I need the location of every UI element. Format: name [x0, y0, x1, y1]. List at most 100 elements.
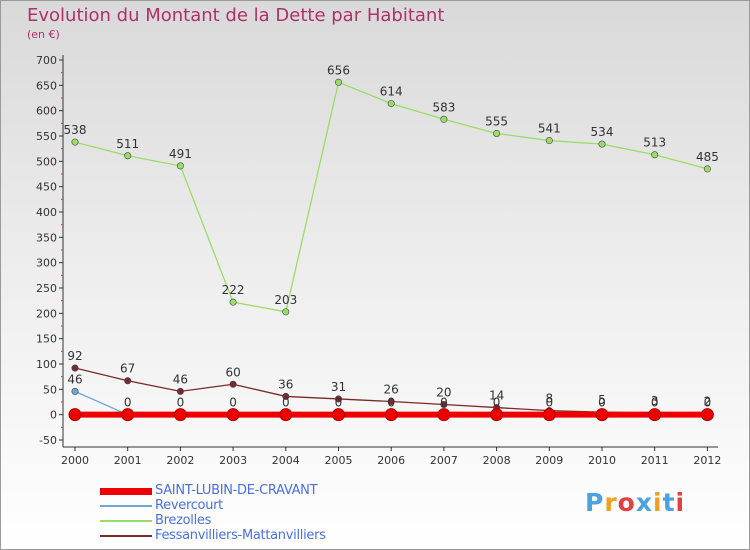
series-point-0 [226, 408, 240, 422]
legend-label: SAINT-LUBIN-DE-CRAVANT [155, 483, 318, 498]
y-tick-label: 100 [36, 358, 57, 371]
data-label-3: 92 [67, 349, 82, 363]
series-point-3 [387, 397, 395, 405]
x-tick-label: 2002 [166, 454, 194, 467]
x-tick-label: 2010 [588, 454, 616, 467]
data-label-2: 513 [643, 136, 666, 150]
series-point-3 [229, 380, 237, 388]
data-label-1: 46 [67, 372, 82, 386]
data-label-2: 583 [432, 100, 455, 114]
series-point-3 [334, 395, 342, 403]
legend-item: SAINT-LUBIN-DE-CRAVANT [100, 483, 400, 498]
legend-swatch [100, 535, 152, 537]
data-label-1: 0 [335, 396, 343, 410]
x-tick-label: 2003 [219, 454, 247, 467]
data-label-2: 541 [538, 122, 561, 136]
data-label-1: 0 [704, 396, 712, 410]
series-point-0 [700, 408, 714, 422]
series-point-1 [71, 387, 79, 395]
data-label-1: 0 [177, 396, 185, 410]
data-label-2: 511 [116, 137, 139, 151]
data-label-1: 0 [545, 396, 553, 410]
data-label-2: 203 [274, 293, 297, 307]
x-tick-label: 2012 [693, 454, 721, 467]
legend-label: Fessanvilliers-Mattanvilliers [155, 528, 326, 543]
series-point-0 [121, 408, 135, 422]
x-tick-label: 2008 [483, 454, 511, 467]
data-label-3: 3 [651, 394, 659, 408]
series-point-0 [173, 408, 187, 422]
data-label-3: 26 [384, 382, 399, 396]
series-point-2 [440, 115, 448, 123]
data-label-3: 20 [436, 386, 451, 400]
x-tick-label: 2004 [272, 454, 300, 467]
series-point-3 [282, 392, 290, 400]
legend-item: Revercourt [100, 498, 400, 513]
data-label-1: 0 [124, 396, 132, 410]
series-point-0 [542, 408, 556, 422]
series-point-0 [595, 408, 609, 422]
y-tick-label: 0 [50, 409, 57, 422]
data-label-3: 31 [331, 380, 346, 394]
series-point-0 [384, 408, 398, 422]
data-label-3: 2 [704, 395, 712, 409]
y-tick-label: 550 [36, 130, 57, 143]
y-tick-label: 350 [36, 231, 57, 244]
y-tick-label: 300 [36, 257, 57, 270]
series-point-2 [124, 152, 132, 160]
chart-title: Evolution du Montant de la Dette par Hab… [27, 5, 445, 26]
legend-label: Revercourt [155, 498, 223, 513]
legend-swatch [100, 488, 152, 495]
legend-swatch [100, 505, 152, 507]
data-label-2: 534 [591, 125, 614, 139]
data-label-3: 60 [225, 365, 240, 379]
legend-swatch [100, 520, 152, 522]
x-tick-label: 2011 [641, 454, 669, 467]
data-label-2: 656 [327, 63, 350, 77]
x-tick-label: 2005 [325, 454, 353, 467]
data-label-2: 222 [222, 283, 245, 297]
y-tick-label: 500 [36, 155, 57, 168]
series-point-2 [176, 162, 184, 170]
x-tick-label: 2009 [535, 454, 563, 467]
x-tick-label: 2006 [377, 454, 405, 467]
y-tick-label: 700 [36, 54, 57, 67]
series-point-2 [651, 151, 659, 159]
series-point-0 [490, 408, 504, 422]
y-tick-label: 400 [36, 206, 57, 219]
legend-item: Fessanvilliers-Mattanvilliers [100, 528, 400, 543]
series-point-2 [387, 100, 395, 108]
series-point-3 [124, 377, 132, 385]
data-label-1: 0 [651, 396, 659, 410]
proxiti-logo: Proxiti [585, 488, 686, 517]
series-point-3 [440, 401, 448, 409]
series-point-3 [176, 387, 184, 395]
data-label-1: 0 [440, 396, 448, 410]
data-label-2: 538 [64, 123, 87, 137]
y-tick-label: 150 [36, 333, 57, 346]
y-tick-label: 600 [36, 105, 57, 118]
x-tick-label: 2001 [114, 454, 142, 467]
data-label-1: 0 [493, 396, 501, 410]
legend-label: Brezolles [155, 513, 212, 528]
data-label-1: 0 [282, 396, 290, 410]
series-line-2 [74, 81, 708, 313]
y-tick-label: 50 [43, 383, 57, 396]
series-point-2 [598, 140, 606, 148]
data-label-1: 0 [387, 396, 395, 410]
series-point-0 [279, 408, 293, 422]
series-point-2 [71, 138, 79, 146]
chart-subtitle: (en €) [27, 28, 60, 41]
data-label-2: 485 [696, 150, 719, 164]
y-tick-label: -50 [39, 434, 57, 447]
series-point-0 [332, 408, 345, 422]
data-label-3: 8 [545, 392, 553, 406]
data-label-2: 491 [169, 147, 192, 161]
series-point-2 [282, 308, 290, 316]
data-label-3: 5 [598, 393, 606, 407]
y-tick-label: 450 [36, 181, 57, 194]
series-point-2 [703, 165, 711, 173]
x-tick-label: 2007 [430, 454, 458, 467]
data-label-2: 614 [380, 85, 403, 99]
